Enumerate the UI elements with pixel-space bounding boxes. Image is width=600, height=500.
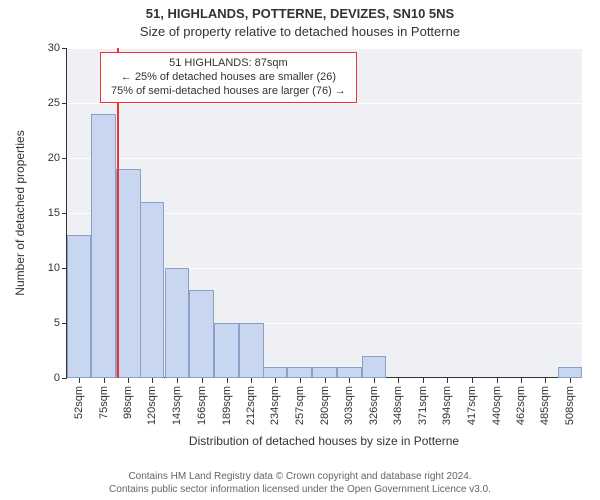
x-tick-mark [227,378,228,383]
x-tick-label: 52sqm [73,386,85,419]
x-tick-mark [374,378,375,383]
bar [312,367,337,378]
x-tick-label: 440sqm [491,386,503,425]
x-tick-label: 417sqm [466,386,478,425]
annotation-box: 51 HIGHLANDS: 87sqm ← 25% of detached ho… [100,52,357,103]
gridline [66,48,582,49]
x-tick-mark [202,378,203,383]
gridline [66,158,582,159]
x-tick-label: 280sqm [319,386,331,425]
footer-line-2: Contains public sector information licen… [0,484,600,497]
x-tick-label: 75sqm [98,386,110,419]
x-tick-mark [325,378,326,383]
bar [189,290,214,378]
y-tick-label: 25 [48,97,66,109]
y-tick-label: 20 [48,152,66,164]
x-tick-mark [521,378,522,383]
x-tick-mark [152,378,153,383]
x-tick-label: 485sqm [539,386,551,425]
x-tick-label: 166sqm [196,386,208,425]
x-tick-label: 371sqm [417,386,429,425]
x-tick-label: 143sqm [171,386,183,425]
x-tick-mark [398,378,399,383]
footer-line-1: Contains HM Land Registry data © Crown c… [0,471,600,484]
x-tick-mark [472,378,473,383]
annotation-line-3: 75% of semi-detached houses are larger (… [111,85,346,99]
bar [558,367,583,378]
annotation-line-2: ← 25% of detached houses are smaller (26… [111,71,346,85]
bar [263,367,288,378]
title-line-2: Size of property relative to detached ho… [0,24,600,39]
x-tick-mark [300,378,301,383]
bar [116,169,141,378]
bar [214,323,239,378]
y-tick-label: 10 [48,262,66,274]
bar [239,323,264,378]
x-tick-label: 303sqm [343,386,355,425]
x-tick-mark [497,378,498,383]
bar [362,356,387,378]
annotation-line-1: 51 HIGHLANDS: 87sqm [111,57,346,71]
x-tick-label: 348sqm [392,386,404,425]
x-tick-label: 189sqm [221,386,233,425]
x-tick-mark [447,378,448,383]
x-tick-label: 212sqm [245,386,257,425]
x-tick-mark [79,378,80,383]
x-tick-mark [251,378,252,383]
y-tick-label: 5 [54,317,66,329]
x-tick-label: 234sqm [269,386,281,425]
bar [140,202,165,378]
x-tick-mark [423,378,424,383]
bar [337,367,362,378]
x-tick-label: 257sqm [294,386,306,425]
footer: Contains HM Land Registry data © Crown c… [0,471,600,496]
bar [91,114,116,378]
x-tick-label: 98sqm [122,386,134,419]
bar [287,367,312,378]
y-tick-label: 0 [54,372,66,384]
x-tick-label: 508sqm [564,386,576,425]
y-axis-label: Number of detached properties [13,130,27,295]
y-tick-label: 15 [48,207,66,219]
x-tick-label: 462sqm [515,386,527,425]
bar [67,235,92,378]
x-tick-mark [128,378,129,383]
title-line-1: 51, HIGHLANDS, POTTERNE, DEVIZES, SN10 5… [0,6,600,21]
x-tick-mark [177,378,178,383]
x-tick-mark [349,378,350,383]
x-tick-mark [104,378,105,383]
x-tick-label: 394sqm [441,386,453,425]
x-axis-label: Distribution of detached houses by size … [66,434,582,448]
figure: 51, HIGHLANDS, POTTERNE, DEVIZES, SN10 5… [0,0,600,500]
bar [165,268,190,378]
y-tick-label: 30 [48,42,66,54]
x-tick-mark [570,378,571,383]
x-tick-mark [275,378,276,383]
x-tick-label: 326sqm [368,386,380,425]
x-tick-mark [545,378,546,383]
x-tick-label: 120sqm [146,386,158,425]
